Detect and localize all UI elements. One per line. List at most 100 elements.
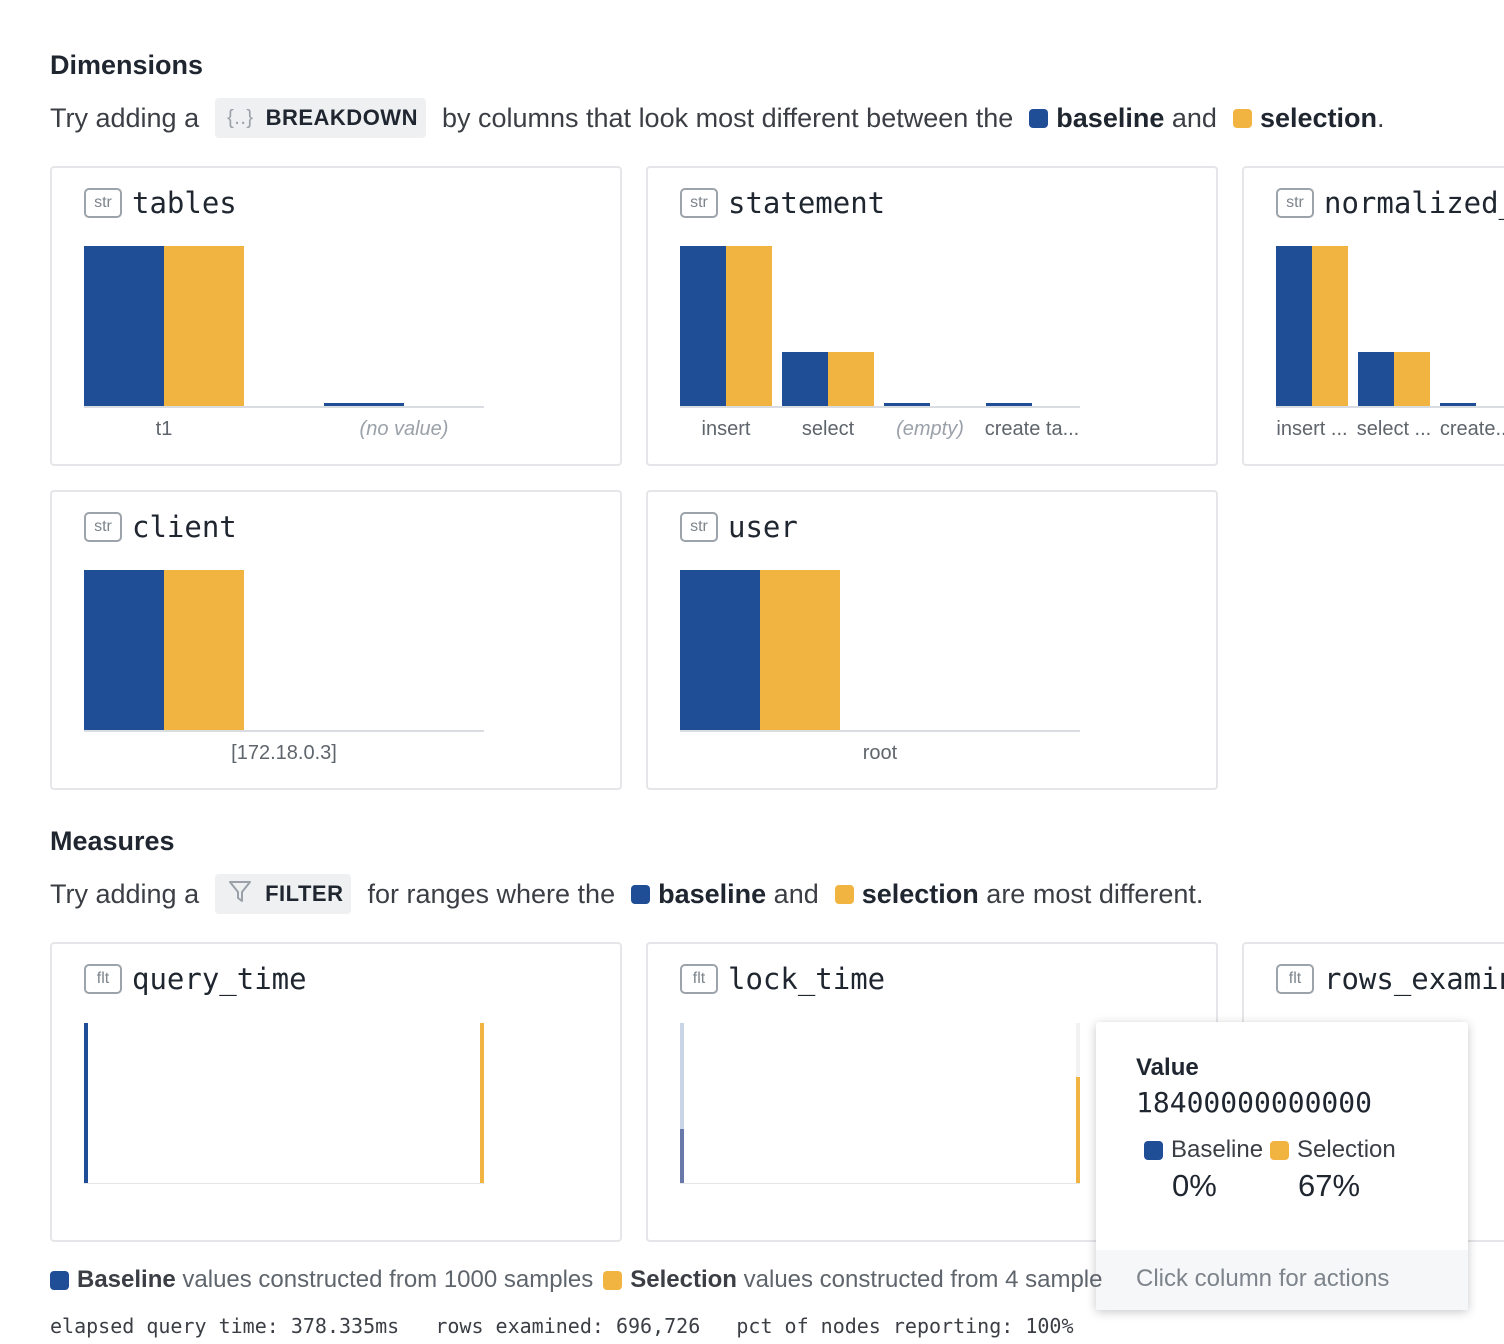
baseline-label: baseline	[658, 878, 767, 909]
field-name: rows_examin	[1324, 962, 1504, 996]
histogram[interactable]	[84, 1022, 484, 1184]
baseline-bar[interactable]	[1440, 403, 1476, 406]
category-label: (no value)	[359, 418, 449, 440]
category-label: select ...	[1356, 418, 1432, 440]
filter-label: FILTER	[265, 881, 344, 906]
baseline-histogram-bar[interactable]	[680, 1023, 684, 1183]
selection-histogram-bar[interactable]	[1076, 1077, 1080, 1183]
tooltip-selection-pct: 67%	[1298, 1168, 1361, 1203]
field-name: statement	[728, 186, 886, 220]
type-badge: str	[84, 512, 122, 542]
tooltip-baseline: Baseline 0%	[1144, 1136, 1263, 1204]
pct-nodes: pct of nodes reporting: 100%	[736, 1314, 1074, 1338]
bar-chart	[680, 568, 1080, 732]
type-badge: flt	[1276, 964, 1314, 994]
type-badge: flt	[84, 964, 122, 994]
category-label: create...	[1439, 418, 1504, 440]
selection-label: selection	[1259, 102, 1377, 133]
baseline-bar[interactable]	[782, 352, 828, 406]
legend-selection-name: Selection	[630, 1266, 737, 1293]
dimensions-title: Dimensions	[50, 50, 204, 80]
field-name: user	[728, 510, 798, 544]
selection-swatch	[1232, 108, 1252, 128]
bar-chart	[84, 244, 484, 408]
tooltip-value: 18400000000000	[1136, 1086, 1373, 1119]
dimension-card-user[interactable]: str user root	[646, 490, 1218, 790]
dimension-card-tables[interactable]: str tables t1 (no value)	[50, 166, 622, 466]
legend-baseline-text: values constructed from 1000 samples	[182, 1266, 594, 1293]
type-badge: str	[680, 188, 718, 218]
type-badge: str	[1276, 188, 1314, 218]
intro-middle: by columns that look most different betw…	[441, 102, 1014, 133]
baseline-histogram-bar[interactable]	[84, 1023, 88, 1183]
category-label: t1	[155, 418, 173, 440]
tooltip-baseline-name: Baseline	[1171, 1136, 1264, 1163]
breakdown-button[interactable]: {..} BREAKDOWN	[215, 98, 426, 138]
field-name: normalized_	[1324, 186, 1504, 220]
category-label: (empty)	[896, 418, 964, 440]
selection-bar[interactable]	[1312, 246, 1348, 406]
legend-selection-text: values constructed from 4 sample	[743, 1266, 1103, 1293]
selection-bar[interactable]	[726, 246, 772, 406]
histogram[interactable]	[680, 1022, 1080, 1184]
dimensions-intro: Try adding a {..} BREAKDOWN by columns t…	[50, 98, 1385, 138]
baseline-swatch	[1144, 1140, 1163, 1160]
sample-legend: Baseline values constructed from 1000 sa…	[50, 1266, 1102, 1294]
baseline-bar[interactable]	[680, 246, 726, 406]
period-text: .	[1376, 102, 1385, 133]
selection-bar[interactable]	[1394, 352, 1430, 406]
selection-bar[interactable]	[828, 352, 874, 406]
category-label: create ta...	[984, 418, 1080, 440]
legend-baseline-name: Baseline	[77, 1266, 176, 1293]
baseline-bar[interactable]	[324, 403, 404, 406]
intro-middle: for ranges where the	[367, 878, 616, 909]
category-label: insert ...	[1276, 418, 1348, 440]
histogram-tooltip: Value 18400000000000 Baseline 0% Selecti…	[1096, 1022, 1468, 1310]
selection-label: selection	[861, 878, 979, 909]
intro-prefix: Try adding a	[50, 102, 200, 133]
category-label: root	[862, 742, 898, 764]
field-name: lock_time	[728, 962, 886, 996]
category-label: [172.18.0.3]	[231, 742, 337, 764]
field-name: client	[132, 510, 237, 544]
measures-intro: Try adding a FILTER for ranges where the…	[50, 874, 1203, 914]
bar-chart	[1276, 244, 1504, 408]
and-text: and	[773, 878, 819, 909]
baseline-swatch	[631, 884, 651, 904]
baseline-bar[interactable]	[1276, 246, 1312, 406]
type-badge: flt	[680, 964, 718, 994]
dimension-card-normalized[interactable]: str normalized_insert ... select ... create…	[1242, 166, 1504, 466]
baseline-bar[interactable]	[1358, 352, 1394, 406]
dimension-card-client[interactable]: str client [172.18.0.3]	[50, 490, 622, 790]
selection-swatch	[603, 1270, 623, 1290]
bar-chart	[680, 244, 1080, 408]
tooltip-selection-name: Selection	[1297, 1136, 1396, 1163]
intro-suffix: are most different.	[986, 878, 1204, 909]
baseline-bar[interactable]	[84, 246, 164, 406]
bar-chart	[84, 568, 484, 732]
field-name: query_time	[132, 962, 307, 996]
selection-bar[interactable]	[760, 570, 840, 730]
field-name: tables	[132, 186, 237, 220]
tooltip-footer: Click column for actions	[1096, 1250, 1468, 1310]
filter-button[interactable]: FILTER	[215, 874, 352, 914]
tooltip-label: Value	[1136, 1054, 1199, 1081]
selection-histogram-bar[interactable]	[480, 1023, 484, 1183]
measure-card-query-time[interactable]: flt query_time	[50, 942, 622, 1242]
filter-icon	[227, 878, 253, 910]
breakdown-icon: {..}	[227, 106, 254, 129]
baseline-swatch	[1029, 108, 1049, 128]
baseline-bar[interactable]	[84, 570, 164, 730]
baseline-histogram-bar[interactable]	[680, 1129, 684, 1183]
selection-bar[interactable]	[164, 246, 244, 406]
dimension-card-statement[interactable]: str statement insert select (empty) create ta…	[646, 166, 1218, 466]
selection-swatch	[1270, 1140, 1289, 1160]
baseline-bar[interactable]	[884, 403, 930, 406]
baseline-label: baseline	[1056, 102, 1165, 133]
baseline-swatch	[50, 1270, 69, 1290]
baseline-bar[interactable]	[680, 570, 760, 730]
baseline-bar[interactable]	[986, 403, 1032, 406]
tooltip-baseline-pct: 0%	[1172, 1168, 1217, 1203]
category-label: select	[801, 418, 855, 440]
selection-bar[interactable]	[164, 570, 244, 730]
